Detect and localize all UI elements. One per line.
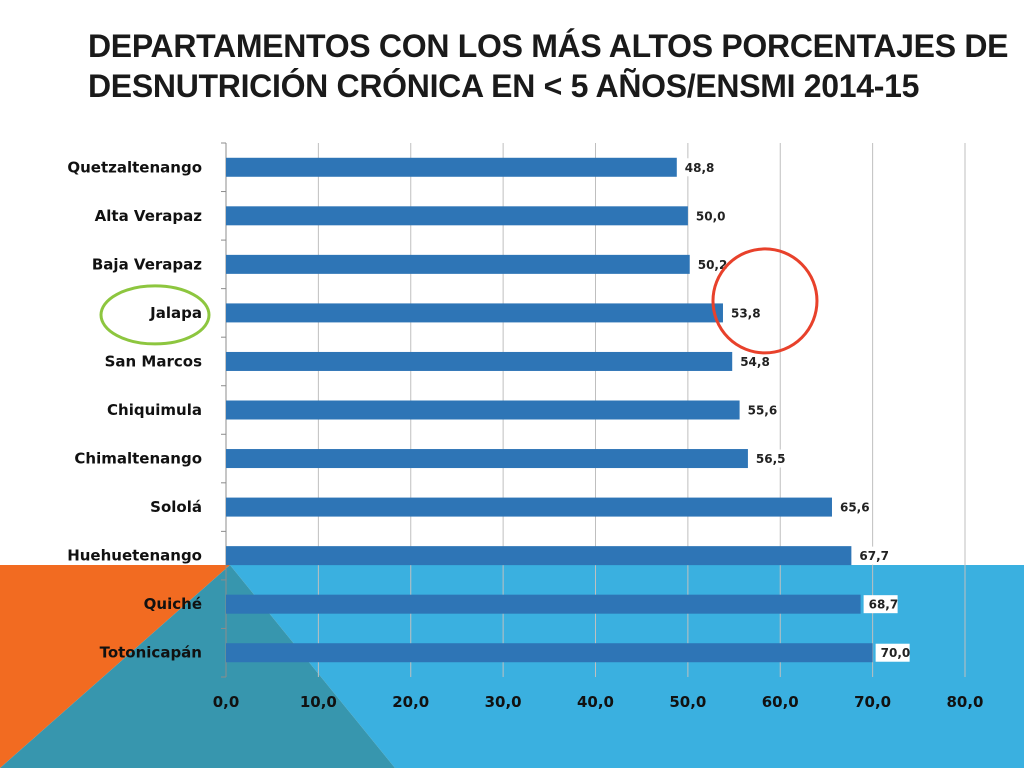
data-label: 53,8 — [731, 306, 761, 320]
bar — [226, 546, 852, 566]
data-label: 50,2 — [698, 258, 728, 272]
data-label: 67,7 — [859, 549, 889, 563]
highlight-ellipse-green — [99, 284, 211, 346]
category-label: Chimaltenango — [74, 450, 202, 468]
data-label: 56,5 — [756, 452, 786, 466]
data-label-bg — [725, 303, 760, 322]
data-label-bg — [854, 546, 889, 565]
data-label-bg — [875, 643, 910, 662]
category-label: Totonicapán — [100, 644, 202, 662]
bar — [226, 497, 832, 517]
title-line-2: desnutrición crónica en < 5 años/ENSMI 2… — [88, 68, 920, 104]
bar — [226, 449, 748, 469]
bar — [226, 594, 861, 614]
title-line-1: Departamentos con los más altos porcenta… — [88, 28, 1009, 64]
data-label-bg — [863, 595, 898, 614]
category-label: Jalapa — [149, 304, 202, 322]
x-tick-label: 40,0 — [577, 693, 614, 711]
category-label: Huehuetenango — [67, 547, 202, 565]
data-label-bg — [692, 255, 727, 274]
bar — [226, 303, 723, 323]
x-tick-label: 20,0 — [392, 693, 429, 711]
x-tick-label: 60,0 — [762, 693, 799, 711]
category-label: Quetzaltenango — [67, 158, 202, 176]
teal-background-shape — [0, 565, 395, 768]
bar — [226, 157, 677, 177]
data-label-bg — [834, 498, 869, 517]
x-tick-label: 50,0 — [669, 693, 706, 711]
bar — [226, 351, 733, 371]
category-label: San Marcos — [105, 352, 202, 370]
data-label: 54,8 — [740, 355, 770, 369]
data-label-bg — [742, 401, 777, 419]
bar — [226, 643, 873, 663]
x-tick-label: 70,0 — [854, 693, 891, 711]
data-label: 48,8 — [685, 161, 715, 175]
bar — [226, 254, 690, 274]
data-label-bg — [679, 158, 714, 177]
category-label: Baja Verapaz — [92, 255, 202, 273]
data-label: 55,6 — [748, 404, 778, 418]
x-tick-label: 10,0 — [300, 693, 337, 711]
highlight-circle-red — [711, 247, 819, 355]
data-label: 70,0 — [881, 646, 911, 660]
data-label: 65,6 — [840, 501, 870, 515]
x-tick-label: 30,0 — [485, 693, 522, 711]
data-label: 68,7 — [869, 598, 899, 612]
x-tick-label: 80,0 — [946, 693, 983, 711]
category-label: Sololá — [150, 498, 202, 516]
category-label: Alta Verapaz — [95, 207, 203, 225]
data-label: 50,0 — [696, 209, 726, 223]
data-label-bg — [690, 206, 725, 225]
data-label-bg — [735, 352, 770, 371]
data-label-bg — [750, 449, 785, 468]
x-tick-label: 0,0 — [213, 693, 240, 711]
blue-background-shape — [230, 565, 1024, 768]
category-label: Quiché — [144, 595, 202, 613]
bar — [226, 206, 688, 226]
category-label: Chiquimula — [107, 401, 202, 419]
page-title: Departamentos con los más altos porcenta… — [88, 26, 1009, 106]
bar — [226, 400, 740, 420]
